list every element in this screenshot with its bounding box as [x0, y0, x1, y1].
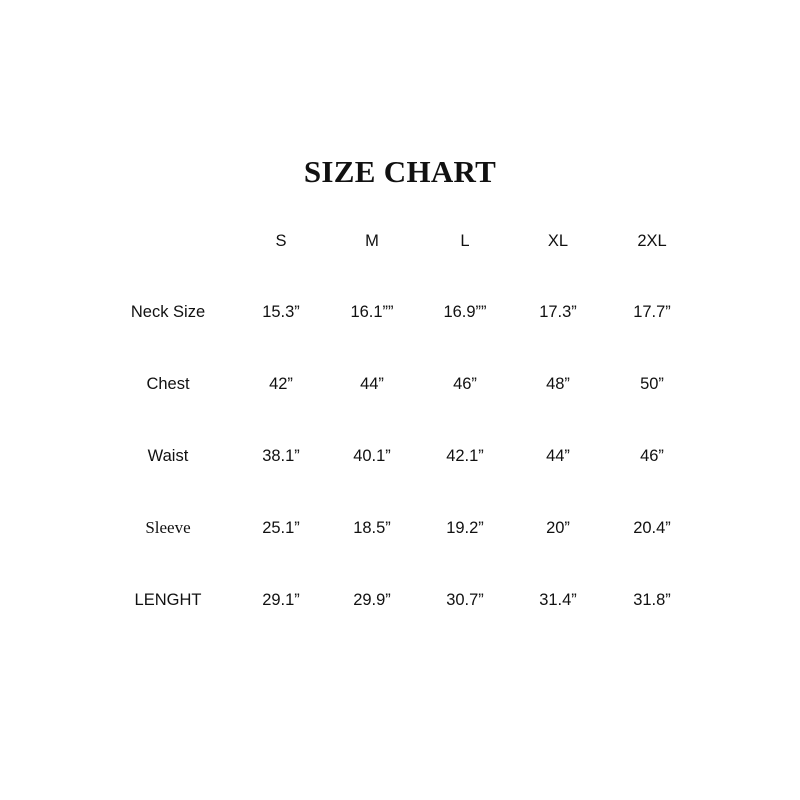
row-label: Neck Size	[130, 303, 206, 321]
table-cell: 17.3”	[539, 303, 577, 321]
table-cell: 44”	[360, 375, 384, 393]
table-cell: 48”	[546, 375, 570, 393]
column-header: M	[365, 232, 379, 250]
table-cell: 30.7”	[446, 591, 484, 609]
table-cell: 20.4”	[633, 519, 671, 537]
table-cell: 44”	[546, 447, 570, 465]
row-label: LENGHT	[134, 591, 202, 609]
table-cell: 19.2”	[446, 519, 484, 537]
table-cell: 31.8”	[633, 591, 671, 609]
table-cell: 16.9””	[443, 303, 487, 321]
table-cell: 46”	[640, 447, 664, 465]
table-cell: 40.1”	[353, 447, 391, 465]
table-cell: 20”	[546, 519, 570, 537]
table-cell: 42.1”	[446, 447, 484, 465]
size-chart-title: SIZE CHART	[303, 154, 497, 189]
table-cell: 46”	[453, 375, 477, 393]
table-cell: 25.1”	[262, 519, 300, 537]
column-header: L	[460, 232, 470, 250]
column-header: 2XL	[637, 232, 667, 250]
column-header: XL	[547, 232, 569, 250]
table-cell: 29.1”	[262, 591, 300, 609]
row-label: Sleeve	[145, 518, 191, 537]
row-label: Chest	[146, 375, 190, 393]
table-cell: 17.7”	[633, 303, 671, 321]
table-cell: 15.3”	[262, 303, 300, 321]
table-cell: 38.1”	[262, 447, 300, 465]
row-label: Waist	[147, 447, 189, 465]
table-cell: 16.1””	[350, 303, 394, 321]
table-cell: 29.9”	[353, 591, 391, 609]
table-cell: 31.4”	[539, 591, 577, 609]
table-cell: 50”	[640, 375, 664, 393]
table-cell: 18.5”	[353, 519, 391, 537]
column-header: S	[275, 232, 287, 250]
table-cell: 42”	[269, 375, 293, 393]
